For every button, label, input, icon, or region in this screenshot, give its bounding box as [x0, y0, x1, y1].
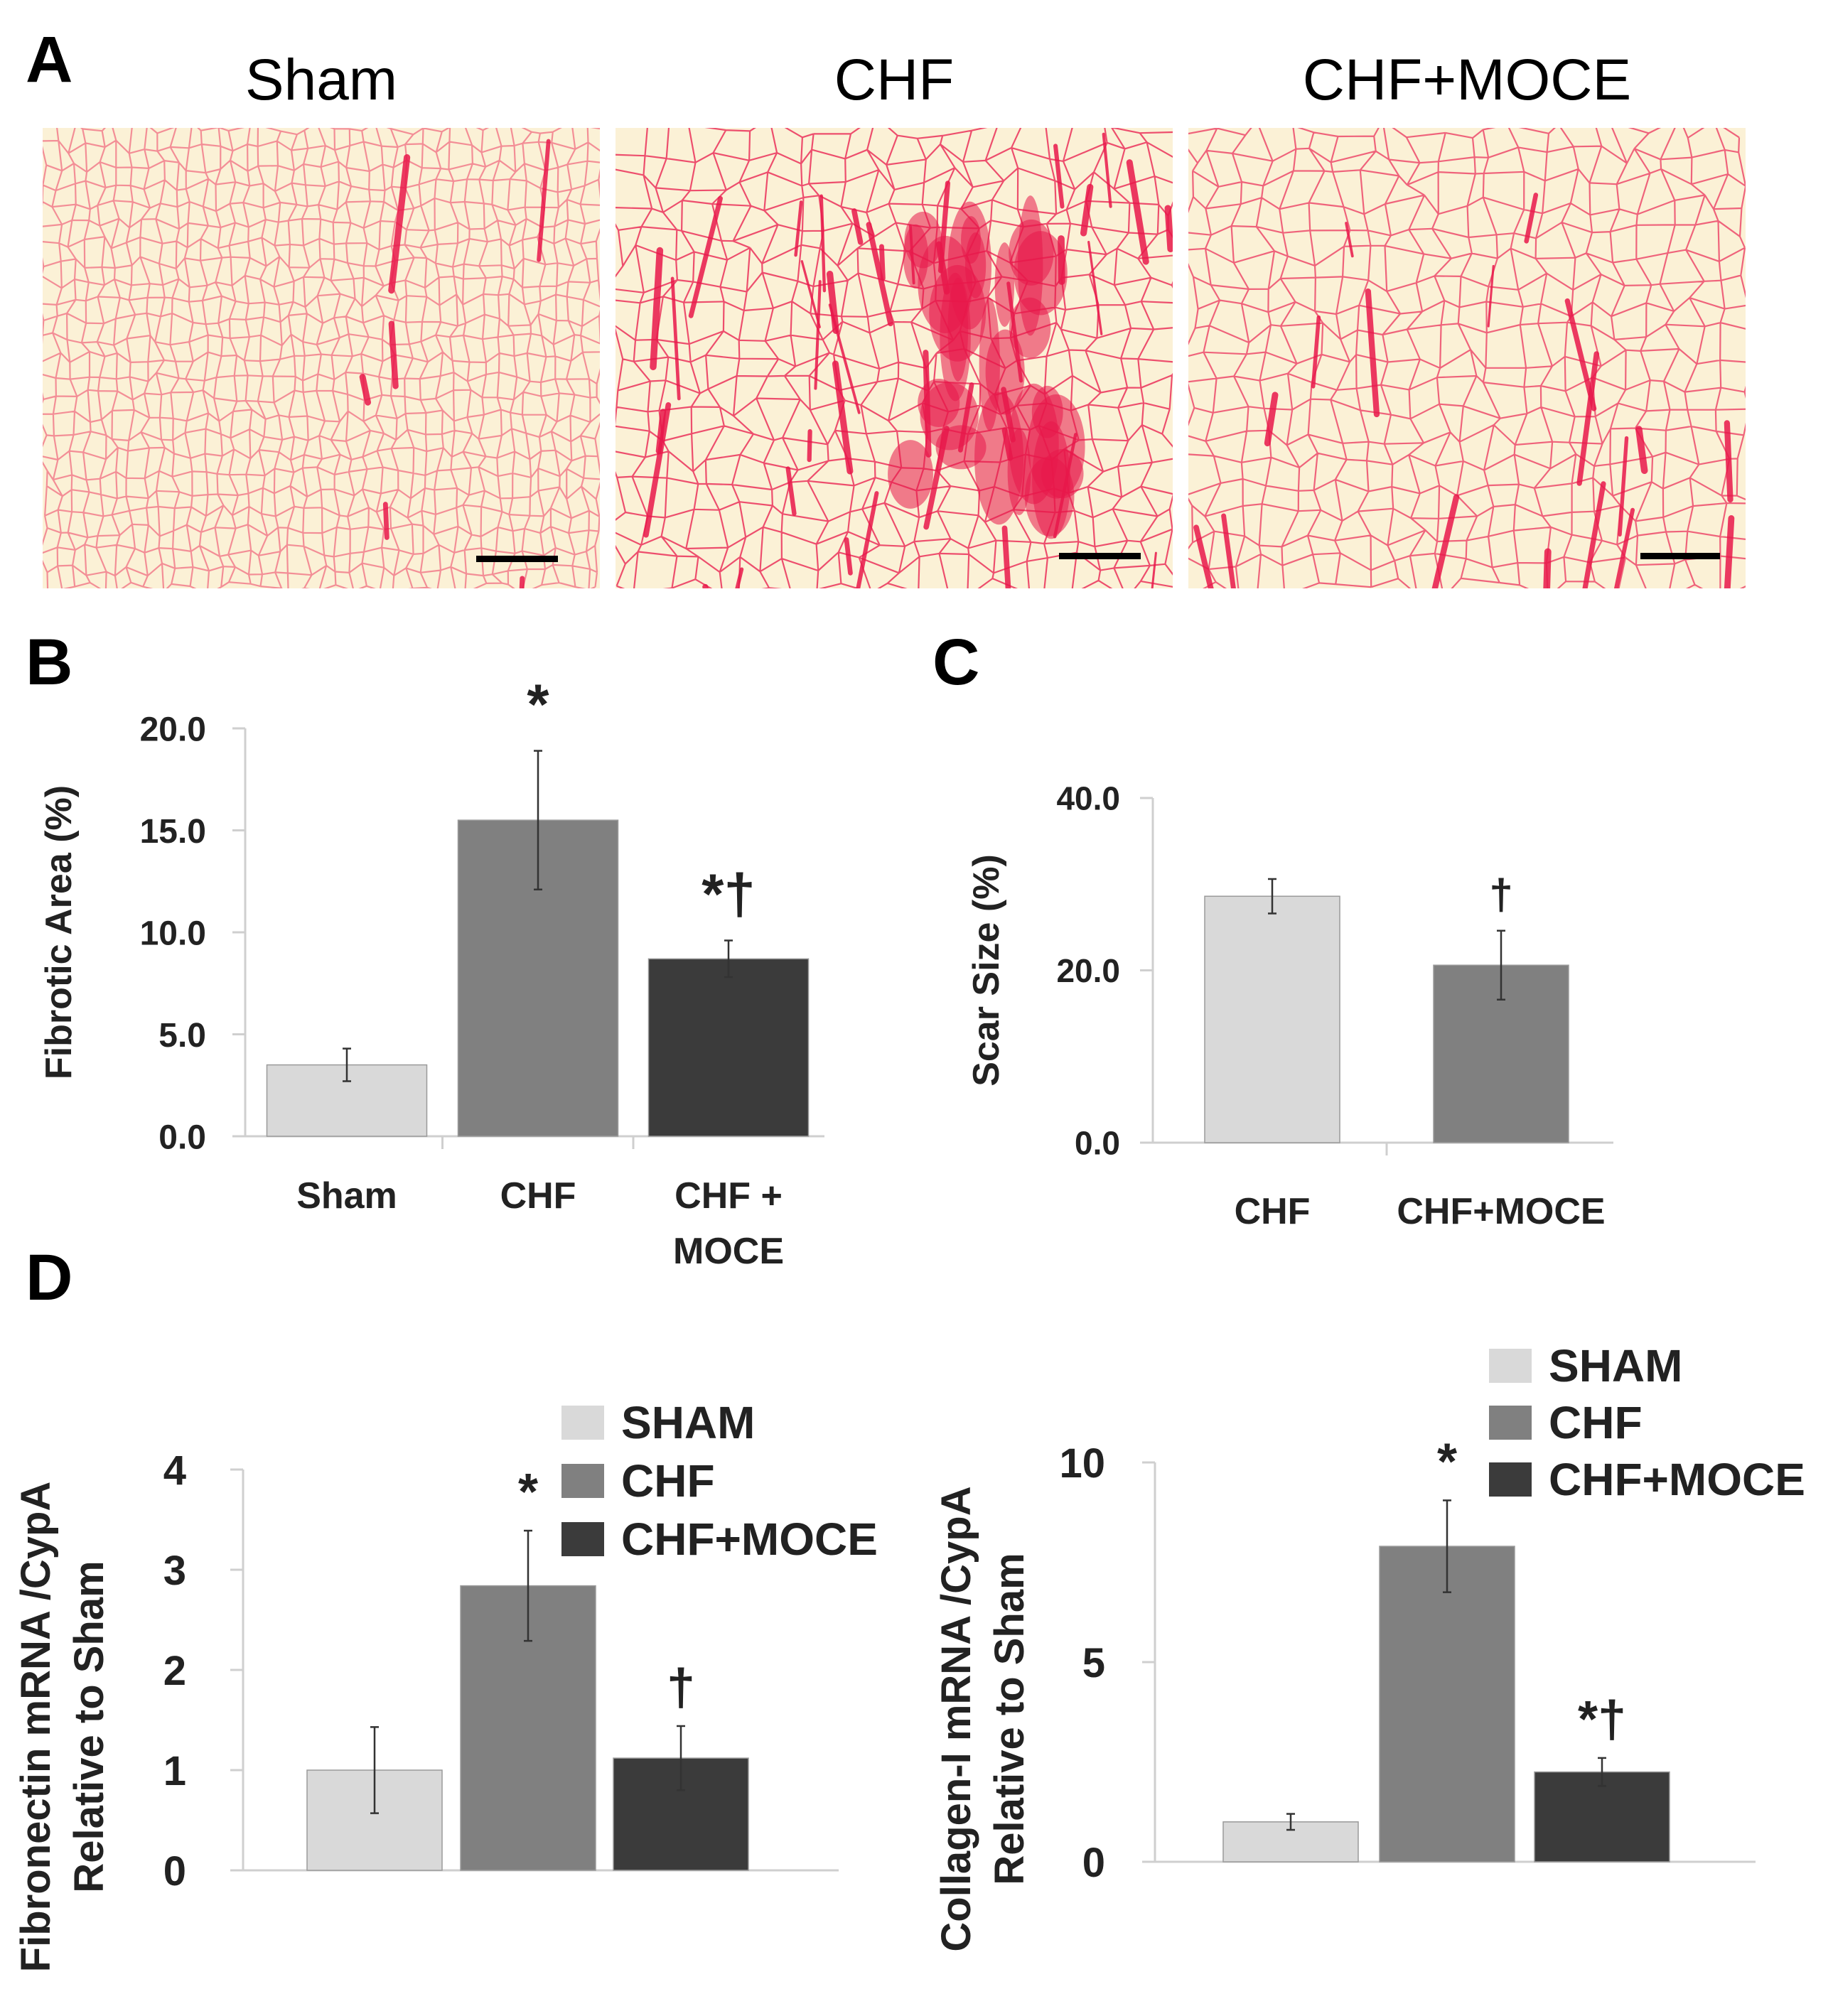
significance-marker: *	[527, 673, 549, 736]
y-tick-label: 20.0	[140, 711, 206, 748]
x-category-label: Sham	[296, 1175, 397, 1217]
bar	[1204, 895, 1340, 1143]
y-axis-title: Relative to Sham	[987, 1553, 1033, 1885]
panel-label-d: D	[26, 1241, 73, 1314]
significance-marker: †	[1489, 871, 1512, 919]
legend-swatch	[1489, 1406, 1532, 1440]
significance-marker: †	[667, 1659, 695, 1716]
y-axis-title: Scar Size (%)	[966, 854, 1007, 1087]
bar	[1534, 1771, 1670, 1863]
y-tick-label: 0.0	[158, 1118, 206, 1156]
y-tick-label: 0.0	[1075, 1125, 1120, 1162]
bar	[1379, 1546, 1515, 1863]
panel-label-b: B	[26, 626, 73, 699]
x-category-label: CHF+MOCE	[1397, 1191, 1605, 1232]
legend-swatch	[1489, 1462, 1532, 1497]
y-tick-label: 10.0	[140, 915, 206, 952]
significance-marker: *†	[1578, 1691, 1626, 1748]
significance-marker: *	[1437, 1433, 1457, 1490]
significance-marker: *	[518, 1464, 538, 1521]
micrograph-title-chf: CHF	[834, 48, 955, 112]
scale-bar	[1059, 553, 1141, 559]
legend-swatch	[561, 1406, 604, 1440]
legend-swatch	[1489, 1349, 1532, 1383]
y-tick-label: 40.0	[1056, 780, 1120, 817]
x-category-label: CHF	[1235, 1191, 1311, 1232]
x-category-label: MOCE	[673, 1231, 784, 1272]
y-tick-label: 5.0	[158, 1017, 206, 1055]
y-tick-label: 15.0	[140, 813, 206, 851]
legend-swatch	[561, 1464, 604, 1498]
micrograph-title-sham: Sham	[244, 48, 398, 112]
legend-label: CHF+MOCE	[1549, 1454, 1805, 1505]
y-tick-label: 5	[1082, 1640, 1105, 1686]
y-axis-title: Collagen-I mRNA /CypA	[933, 1486, 979, 1951]
scale-bar	[1640, 553, 1720, 559]
x-category-label: CHF	[500, 1175, 576, 1217]
y-tick-label: 1	[163, 1748, 186, 1794]
y-tick-label: 3	[163, 1548, 186, 1594]
legend-label: SHAM	[1549, 1340, 1682, 1391]
bar	[647, 958, 810, 1137]
y-tick-label: 20.0	[1056, 952, 1120, 989]
y-tick-label: 0	[1082, 1840, 1105, 1886]
legend-swatch	[561, 1522, 604, 1556]
legend-label: SHAM	[621, 1397, 755, 1448]
micrograph-chf	[616, 128, 1173, 588]
legend-label: CHF	[621, 1455, 715, 1506]
panel-label-a: A	[26, 23, 73, 96]
y-tick-label: 2	[163, 1648, 186, 1694]
micrograph-title-chf-moce: CHF+MOCE	[1302, 48, 1632, 112]
y-tick-label: 4	[163, 1448, 186, 1494]
y-tick-label: 10	[1059, 1440, 1105, 1487]
x-category-label: CHF +	[674, 1175, 783, 1217]
scale-bar	[476, 556, 558, 562]
y-axis-title: Fibrotic Area (%)	[38, 785, 80, 1079]
micrograph-chf-moce	[1188, 128, 1746, 588]
y-axis-title: Relative to Sham	[66, 1560, 112, 1892]
legend-label: CHF+MOCE	[621, 1514, 878, 1565]
micrograph-sham	[43, 128, 600, 588]
significance-marker: *†	[702, 862, 756, 925]
y-axis-title: Fibronectin mRNA /CypA	[13, 1482, 59, 1973]
panel-label-c: C	[932, 626, 980, 699]
y-tick-label: 0	[163, 1848, 186, 1894]
legend-label: CHF	[1549, 1397, 1643, 1448]
